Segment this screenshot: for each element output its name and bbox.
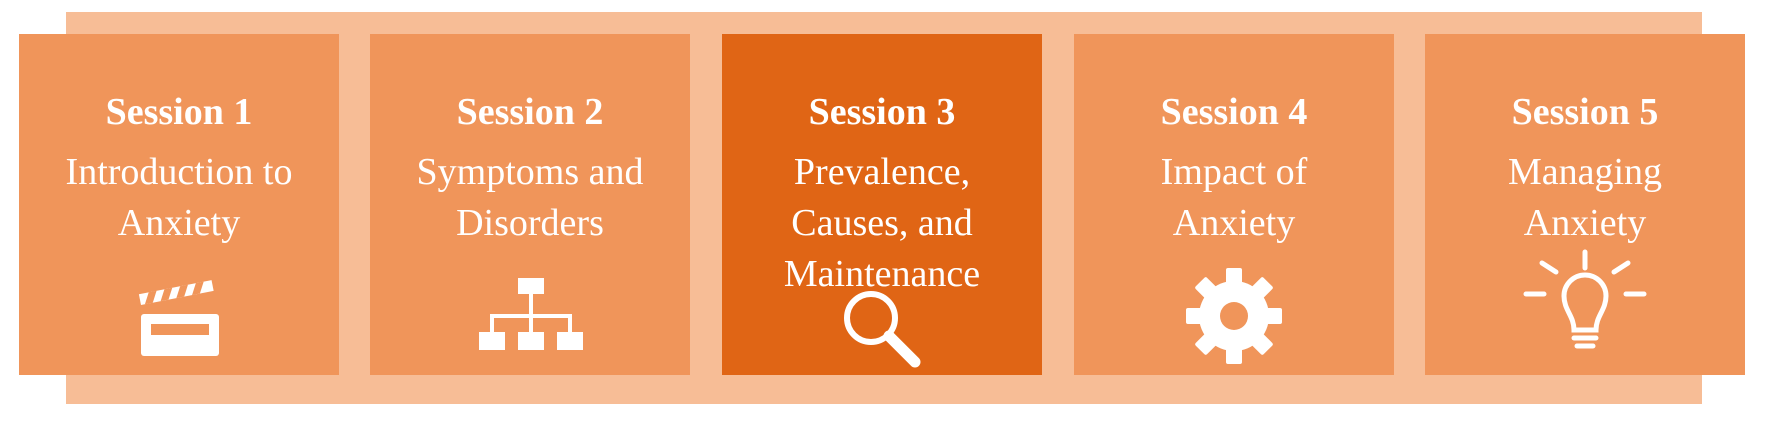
clapperboard-icon [138,280,219,356]
session-topic: Symptoms and Disorders [416,151,644,244]
session-card-1[interactable]: Session 1 Introduction to Anxiety [19,34,339,375]
session-title: Session 2 [456,91,604,133]
session-topic: Prevalence, Causes, and Maintenance [783,151,981,295]
session-title: Session 3 [808,91,956,133]
session-topic: Managing Anxiety [1507,151,1663,244]
session-title: Session 5 [1511,91,1659,133]
magnifier-icon [844,291,921,368]
session-title: Session 4 [1160,91,1308,133]
session-topic: Impact of Anxiety [1160,151,1308,244]
session-card-2[interactable]: Session 2 Symptoms and Disorders [370,34,690,375]
session-card-4[interactable]: Session 4 Impact of Anxiety [1074,34,1394,375]
lightbulb-icon [1523,249,1647,349]
hierarchy-icon [479,278,583,350]
session-card-5[interactable]: Session 5 Managing Anxiety [1425,34,1745,375]
session-title: Session 1 [105,91,253,133]
session-topic: Introduction to Anxiety [65,151,293,244]
gear-icon [1186,268,1282,364]
session-card-3[interactable]: Session 3 Prevalence, Causes, and Mainte… [722,34,1042,375]
